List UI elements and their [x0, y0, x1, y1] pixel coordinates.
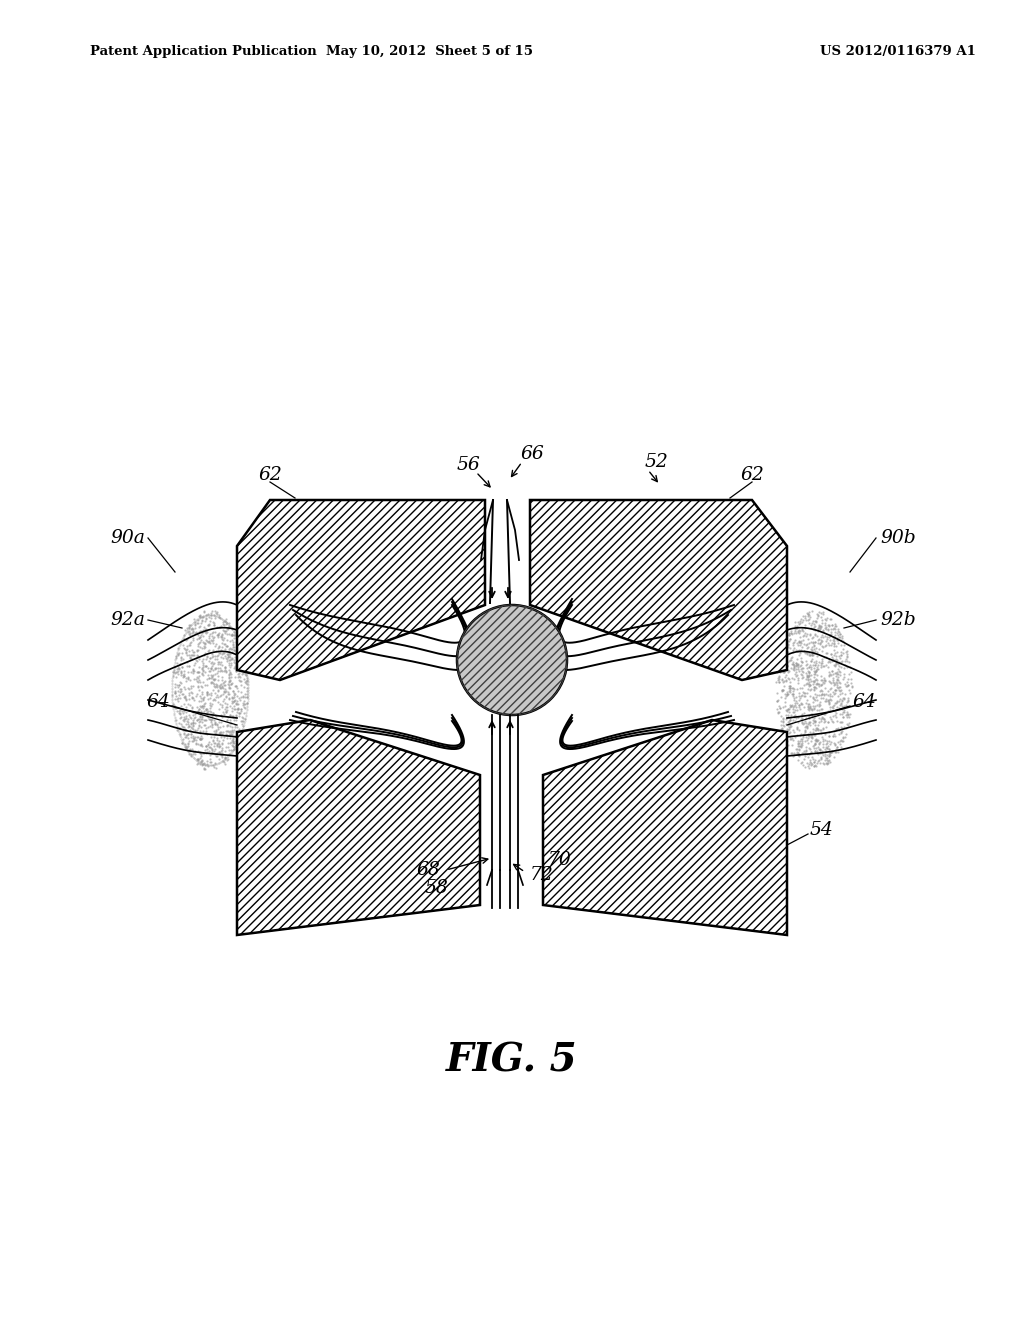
Text: 64: 64: [146, 693, 170, 711]
Text: 72: 72: [530, 866, 554, 884]
Text: FIG. 5: FIG. 5: [446, 1041, 578, 1078]
Text: Patent Application Publication: Patent Application Publication: [90, 45, 316, 58]
Text: 70: 70: [548, 851, 571, 869]
Text: 90b: 90b: [880, 529, 915, 546]
Text: 62: 62: [740, 466, 764, 484]
Text: 58: 58: [424, 879, 449, 898]
Text: 56: 56: [457, 455, 480, 474]
Text: 54: 54: [810, 821, 834, 840]
Polygon shape: [543, 719, 787, 935]
Text: 92b: 92b: [880, 611, 915, 630]
Text: 68: 68: [416, 861, 440, 879]
Text: US 2012/0116379 A1: US 2012/0116379 A1: [820, 45, 976, 58]
Polygon shape: [530, 500, 787, 680]
Polygon shape: [237, 500, 485, 680]
Text: 52: 52: [645, 453, 669, 471]
Circle shape: [457, 605, 567, 715]
Polygon shape: [237, 719, 480, 935]
Text: 66: 66: [520, 445, 544, 463]
Text: 64: 64: [852, 693, 876, 711]
Text: 92a: 92a: [111, 611, 145, 630]
Text: 90a: 90a: [111, 529, 145, 546]
Text: May 10, 2012  Sheet 5 of 15: May 10, 2012 Sheet 5 of 15: [327, 45, 534, 58]
Text: 62: 62: [258, 466, 282, 484]
